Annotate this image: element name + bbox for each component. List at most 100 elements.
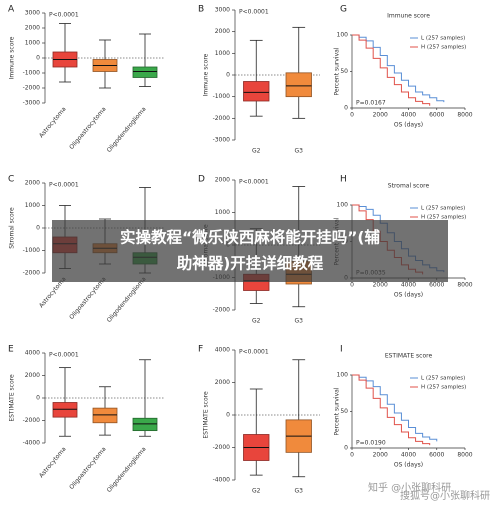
- box: [92, 407, 118, 424]
- x-tick-label: G2: [252, 318, 261, 325]
- y-axis-label: Percent survival: [334, 387, 341, 435]
- x-tick-label: 8000: [457, 452, 472, 459]
- x-tick-label: 8000: [457, 112, 472, 119]
- legend-label: L (257 samples): [421, 36, 465, 42]
- y-tick-label: 2000: [25, 372, 40, 379]
- x-tick-label: G3: [295, 148, 304, 155]
- legend-label: L (257 samples): [421, 206, 465, 212]
- legend-label: L (257 samples): [421, 376, 465, 382]
- x-tick-label: Oligoastrocytoma: [68, 276, 108, 321]
- y-tick-label: 4000: [25, 350, 40, 357]
- x-tick-label: Oligodendroglioma: [106, 446, 148, 494]
- x-axis-label: OS (days): [394, 462, 423, 469]
- watermark: 搜狐号@小张聊科研: [400, 489, 490, 502]
- panel-letter: C: [8, 175, 14, 185]
- y-tick-label: 100: [337, 372, 349, 379]
- chart-title: Stromal score: [388, 183, 430, 190]
- box: [285, 72, 312, 98]
- p-value: P<0.0001: [49, 12, 79, 19]
- x-tick-label: 8000: [457, 282, 472, 289]
- panel-letter: B: [198, 5, 204, 15]
- p-value: P<0.0001: [239, 179, 269, 186]
- y-axis-label: ESTIMATE score: [203, 391, 210, 439]
- box: [52, 402, 78, 418]
- y-tick-label: -4000: [213, 477, 231, 484]
- y-tick-label: 4000: [215, 347, 230, 354]
- x-tick-label: Astrocytoma: [38, 446, 68, 480]
- p-value: P<0.0001: [239, 349, 269, 356]
- x-tick-label: Oligoastrocytoma: [68, 106, 108, 151]
- legend-label: H (257 samples): [421, 45, 466, 51]
- p-value: P<0.0001: [49, 182, 79, 189]
- y-tick-label: -2000: [213, 444, 231, 451]
- y-tick-label: -1000: [23, 247, 41, 254]
- x-tick-label: Oligodendroglioma: [106, 106, 148, 154]
- x-tick-label: 0: [350, 112, 354, 119]
- x-tick-label: G3: [295, 318, 304, 325]
- panel-letter: G: [340, 5, 347, 15]
- y-tick-label: -1000: [23, 70, 41, 77]
- x-tick-label: 4000: [401, 282, 416, 289]
- y-tick-label: -3000: [23, 100, 41, 107]
- y-tick-label: 0: [344, 445, 348, 452]
- chart-title: Immune score: [387, 13, 430, 20]
- panel-letter: I: [340, 345, 343, 355]
- y-tick-label: 0: [36, 395, 40, 402]
- x-tick-label: Oligoastrocytoma: [68, 446, 108, 491]
- p-value: P<0.0001: [49, 352, 79, 359]
- y-axis-label: ESTIMATE score: [9, 374, 16, 422]
- x-axis-label: OS (days): [394, 292, 423, 299]
- y-axis-label: Immune score: [9, 36, 16, 79]
- p-value: P=0.0190: [356, 440, 386, 447]
- p-value: P<0.0001: [239, 9, 269, 16]
- x-tick-label: 6000: [429, 452, 444, 459]
- y-tick-label: 3000: [25, 10, 40, 17]
- y-tick-label: 50: [340, 408, 348, 415]
- survival-curve: [352, 34, 445, 103]
- chart-title: ESTIMATE score: [385, 353, 433, 360]
- y-tick-label: -2000: [23, 270, 41, 277]
- banner-text: 实操教程“微乐陕西麻将能开挂吗”(辅: [120, 228, 380, 247]
- legend-label: H (257 samples): [421, 385, 466, 391]
- panel-letter: H: [340, 175, 347, 185]
- box: [132, 417, 158, 432]
- x-tick-label: Oligodendroglioma: [106, 276, 148, 324]
- x-tick-label: G2: [252, 488, 261, 495]
- y-tick-label: 0: [226, 412, 230, 419]
- x-tick-label: 4000: [401, 112, 416, 119]
- panel-letter: E: [8, 345, 14, 355]
- legend-label: H (257 samples): [421, 215, 466, 221]
- panel-letter: F: [198, 345, 203, 355]
- y-tick-label: 1000: [215, 209, 230, 216]
- x-tick-label: G3: [295, 488, 304, 495]
- banner: [52, 220, 448, 282]
- x-tick-label: 2000: [373, 112, 388, 119]
- y-tick-label: 50: [340, 68, 348, 75]
- y-tick-label: 100: [337, 202, 349, 209]
- survival-curve: [352, 374, 431, 446]
- banner-text: 助神器)开挂详细教程: [177, 254, 324, 273]
- y-tick-label: 2000: [25, 25, 40, 32]
- y-tick-label: 3000: [215, 7, 230, 14]
- y-tick-label: 0: [226, 72, 230, 79]
- y-tick-label: 2000: [215, 379, 230, 386]
- y-tick-label: -3000: [213, 137, 231, 144]
- x-tick-label: 6000: [429, 112, 444, 119]
- x-tick-label: 4000: [401, 452, 416, 459]
- y-tick-label: 0: [36, 225, 40, 232]
- y-tick-label: 1000: [25, 202, 40, 209]
- survival-curve: [352, 34, 431, 106]
- y-tick-label: 100: [337, 32, 349, 39]
- y-tick-label: -4000: [23, 440, 41, 447]
- y-tick-label: 0: [344, 105, 348, 112]
- y-axis-label: Stromal score: [9, 207, 16, 249]
- y-axis-label: Percent survival: [334, 47, 341, 95]
- panel-letter: A: [8, 5, 15, 15]
- x-tick-label: 2000: [373, 282, 388, 289]
- y-tick-label: 2000: [215, 28, 230, 35]
- x-axis-label: OS (days): [394, 122, 423, 129]
- panel-letter: D: [198, 175, 205, 185]
- p-value: P=0.0167: [356, 100, 386, 107]
